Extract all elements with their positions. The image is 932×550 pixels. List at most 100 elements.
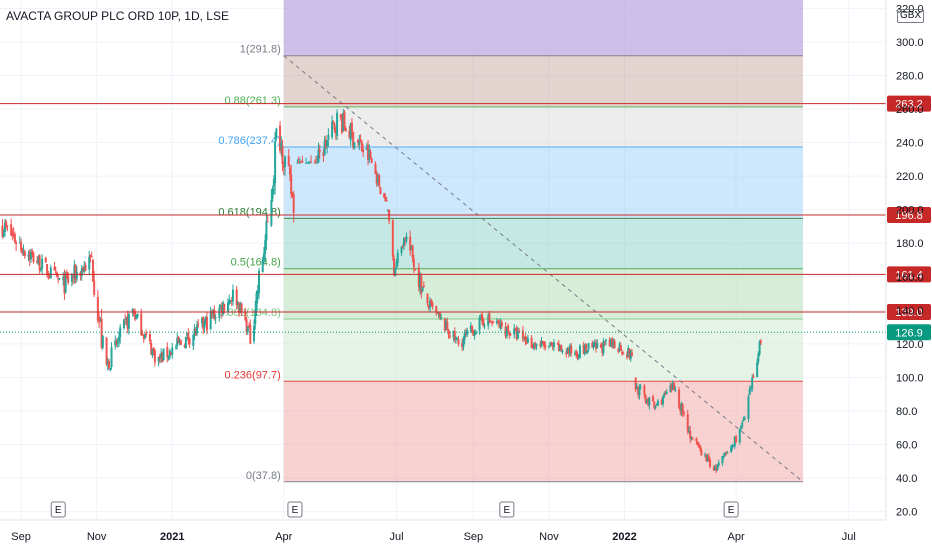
candle-body bbox=[497, 320, 500, 324]
candle-body bbox=[401, 247, 404, 249]
candle-body bbox=[566, 348, 569, 354]
candle-body bbox=[530, 337, 533, 348]
candle-body bbox=[577, 357, 580, 359]
candle-body bbox=[516, 331, 519, 339]
price-tick-label: 140.0 bbox=[896, 305, 924, 317]
candle-body bbox=[15, 242, 18, 245]
candle-body bbox=[697, 444, 700, 446]
candle-body bbox=[681, 404, 684, 414]
candle-body bbox=[218, 307, 221, 319]
candle-body bbox=[515, 328, 518, 340]
candle-body bbox=[549, 342, 552, 346]
candle-body bbox=[539, 344, 542, 346]
candle-body bbox=[583, 344, 586, 354]
candle-body bbox=[715, 466, 718, 471]
candle-body bbox=[585, 344, 588, 353]
candle-body bbox=[618, 344, 621, 352]
candle-body bbox=[456, 339, 459, 341]
candle-body bbox=[603, 341, 606, 343]
candle-body bbox=[38, 255, 41, 271]
horizontal-levels[interactable]: 263.2 196.8 161.4 139.0 126.9 bbox=[0, 95, 931, 341]
candle-body bbox=[177, 337, 180, 344]
candle-body bbox=[749, 387, 752, 389]
candle-body bbox=[440, 317, 443, 319]
fib-level-label: 1(291.8) bbox=[240, 44, 281, 56]
candle-body bbox=[367, 145, 370, 160]
candle-body bbox=[738, 428, 741, 443]
candle-body bbox=[514, 328, 517, 330]
candle-body bbox=[29, 252, 32, 260]
candle-body bbox=[488, 313, 491, 322]
candle-body bbox=[463, 333, 466, 340]
candle-body bbox=[742, 419, 745, 422]
candle-body bbox=[482, 319, 485, 325]
candle-body bbox=[220, 305, 223, 314]
fibonacci-retracement[interactable]: 1(291.8)0.88(261.3)0.786(237.4)0.618(194… bbox=[218, 0, 803, 483]
earnings-marker bbox=[50, 501, 66, 518]
candle-body bbox=[713, 466, 716, 471]
level-tag-label: 196.8 bbox=[895, 210, 923, 222]
candle-body bbox=[288, 167, 291, 175]
candle-body bbox=[323, 140, 326, 156]
candle-body bbox=[394, 268, 397, 276]
candle-body bbox=[654, 406, 657, 409]
candle-body bbox=[446, 322, 449, 331]
candle-body bbox=[28, 252, 31, 260]
candle-body bbox=[661, 396, 664, 405]
candle-body bbox=[609, 338, 612, 347]
time-tick-label: 2022 bbox=[612, 531, 636, 543]
candle-body bbox=[108, 361, 111, 370]
candle-body bbox=[75, 271, 78, 280]
candle-body bbox=[524, 336, 527, 342]
candle-body bbox=[136, 313, 139, 317]
candle-body bbox=[300, 161, 303, 163]
candle-body bbox=[204, 317, 207, 324]
candle-body bbox=[695, 438, 698, 442]
candle-body bbox=[525, 340, 528, 345]
candle-body bbox=[21, 247, 24, 253]
price-tick-label: 240.0 bbox=[896, 138, 924, 150]
time-axis[interactable]: Sep Nov 2021 Apr Jul Sep Nov 2022 Apr Jul bbox=[0, 519, 886, 543]
candle-body bbox=[162, 348, 165, 361]
candle-body bbox=[188, 338, 191, 345]
candle-body bbox=[428, 300, 431, 308]
candle-body bbox=[612, 341, 615, 348]
candle-body bbox=[630, 352, 633, 356]
candle-body bbox=[82, 267, 85, 271]
fib-band bbox=[283, 268, 803, 320]
candle-body bbox=[22, 251, 25, 253]
candle-body bbox=[254, 309, 257, 325]
candle-body bbox=[135, 315, 138, 319]
candle-body bbox=[184, 336, 187, 349]
candle-body bbox=[448, 335, 451, 338]
candle-body bbox=[249, 324, 252, 344]
candle-body bbox=[569, 345, 572, 355]
candle-body bbox=[91, 259, 94, 282]
candle-body bbox=[240, 303, 243, 313]
candle-body bbox=[757, 353, 760, 363]
candle-body bbox=[245, 319, 248, 333]
candle-body bbox=[280, 143, 283, 149]
candle-body bbox=[248, 325, 251, 327]
candle-body bbox=[253, 325, 256, 342]
price-axis[interactable]: 20.0 40.0 60.0 80.0 100.0 120.0 140.0 160.0 180.… bbox=[885, 0, 924, 520]
candle-body bbox=[648, 397, 651, 406]
candle-body bbox=[395, 261, 398, 268]
candle-body bbox=[282, 165, 285, 168]
candle-body bbox=[359, 139, 362, 142]
time-tick-label: Sep bbox=[11, 531, 31, 543]
currency-badge[interactable]: GBX bbox=[897, 9, 925, 23]
candle-body bbox=[410, 245, 413, 249]
candle-body bbox=[495, 320, 498, 324]
candle-body bbox=[297, 162, 300, 164]
candle-body bbox=[89, 254, 92, 258]
candle-body bbox=[430, 300, 433, 304]
time-tick-label: Jul bbox=[842, 531, 856, 543]
candle-body bbox=[209, 311, 212, 330]
candle-body bbox=[256, 290, 259, 296]
candle-body bbox=[457, 339, 460, 345]
chart-title: AVACTA GROUP PLC ORD 10P, 1D, LSE bbox=[6, 9, 229, 23]
candle-body bbox=[27, 254, 30, 257]
